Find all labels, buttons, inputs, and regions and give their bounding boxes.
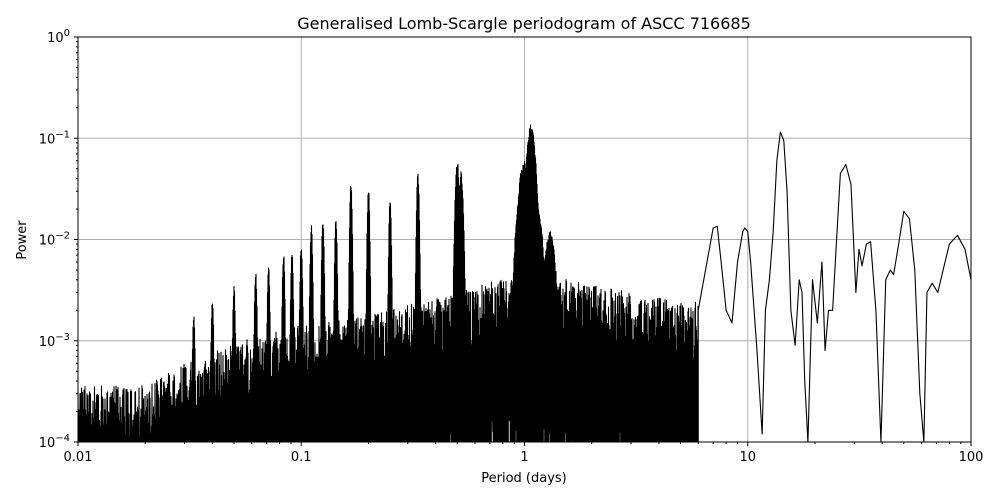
y-tick-label: 10−4 [39, 433, 70, 451]
x-tick-label: 10 [739, 450, 756, 465]
x-tick-label: 0.01 [64, 450, 93, 465]
y-tick-label: 100 [47, 28, 70, 46]
chart-title: Generalised Lomb-Scargle periodogram of … [297, 14, 751, 33]
y-axis-label: Power [15, 220, 30, 260]
x-axis-label: Period (days) [481, 471, 567, 486]
axis-ticks [74, 36, 972, 446]
y-tick-label: 10−2 [39, 231, 70, 249]
x-tick-label: 1 [520, 450, 528, 465]
y-axis-tick-labels: 10−4 10−3 10−2 10−1 100 [39, 28, 70, 451]
plot-area [78, 124, 971, 442]
periodogram-line [78, 124, 971, 442]
x-tick-label: 100 [959, 450, 984, 465]
x-axis-tick-labels: 0.01 0.1 1 10 100 [64, 450, 984, 465]
y-tick-label: 10−3 [39, 332, 70, 350]
y-tick-label: 10−1 [39, 129, 70, 147]
x-tick-label: 0.1 [291, 450, 312, 465]
